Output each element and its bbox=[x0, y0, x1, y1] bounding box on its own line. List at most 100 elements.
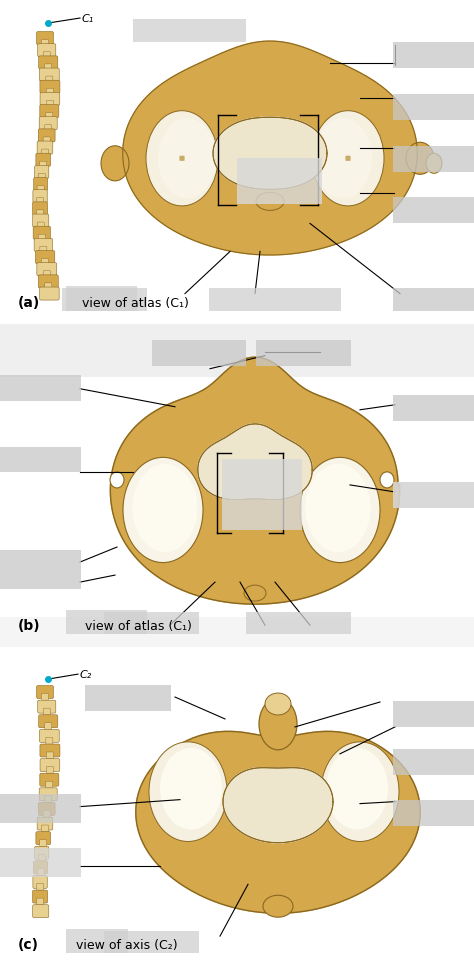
FancyBboxPatch shape bbox=[346, 156, 350, 160]
FancyBboxPatch shape bbox=[33, 189, 47, 203]
FancyBboxPatch shape bbox=[35, 165, 49, 179]
FancyBboxPatch shape bbox=[45, 796, 52, 803]
FancyBboxPatch shape bbox=[39, 117, 57, 129]
FancyBboxPatch shape bbox=[36, 686, 54, 698]
FancyBboxPatch shape bbox=[0, 446, 81, 472]
FancyBboxPatch shape bbox=[37, 868, 44, 876]
FancyBboxPatch shape bbox=[0, 794, 81, 822]
FancyBboxPatch shape bbox=[36, 898, 44, 905]
Ellipse shape bbox=[380, 471, 394, 488]
FancyBboxPatch shape bbox=[46, 88, 54, 96]
FancyBboxPatch shape bbox=[38, 803, 55, 815]
FancyBboxPatch shape bbox=[36, 250, 55, 264]
FancyBboxPatch shape bbox=[40, 839, 47, 846]
Polygon shape bbox=[110, 357, 400, 604]
Ellipse shape bbox=[244, 585, 266, 601]
FancyBboxPatch shape bbox=[43, 708, 50, 715]
FancyBboxPatch shape bbox=[393, 197, 474, 223]
FancyBboxPatch shape bbox=[66, 929, 128, 953]
FancyBboxPatch shape bbox=[34, 861, 48, 874]
Text: view of axis (C₂): view of axis (C₂) bbox=[72, 939, 178, 952]
FancyBboxPatch shape bbox=[40, 246, 47, 253]
Ellipse shape bbox=[149, 742, 227, 841]
FancyBboxPatch shape bbox=[256, 340, 351, 366]
FancyBboxPatch shape bbox=[39, 729, 59, 742]
FancyBboxPatch shape bbox=[393, 146, 474, 172]
FancyBboxPatch shape bbox=[43, 137, 50, 144]
Ellipse shape bbox=[321, 742, 399, 841]
Polygon shape bbox=[213, 117, 327, 189]
FancyBboxPatch shape bbox=[152, 340, 246, 366]
Bar bbox=[0, 617, 474, 647]
Polygon shape bbox=[198, 424, 312, 499]
Ellipse shape bbox=[133, 464, 198, 552]
Ellipse shape bbox=[101, 146, 129, 181]
FancyBboxPatch shape bbox=[36, 154, 51, 166]
FancyBboxPatch shape bbox=[66, 610, 147, 635]
FancyBboxPatch shape bbox=[104, 931, 199, 953]
FancyBboxPatch shape bbox=[45, 283, 52, 290]
FancyBboxPatch shape bbox=[37, 43, 56, 57]
FancyBboxPatch shape bbox=[34, 239, 53, 251]
Polygon shape bbox=[223, 768, 333, 842]
FancyBboxPatch shape bbox=[346, 156, 350, 160]
Text: C₁: C₁ bbox=[82, 14, 94, 24]
FancyBboxPatch shape bbox=[133, 19, 246, 43]
FancyBboxPatch shape bbox=[39, 788, 57, 801]
FancyBboxPatch shape bbox=[393, 800, 474, 826]
Ellipse shape bbox=[160, 748, 222, 830]
FancyBboxPatch shape bbox=[37, 817, 53, 830]
Text: view of atlas (C₁): view of atlas (C₁) bbox=[82, 297, 189, 309]
FancyBboxPatch shape bbox=[33, 875, 47, 889]
FancyBboxPatch shape bbox=[36, 32, 54, 44]
FancyBboxPatch shape bbox=[40, 773, 59, 786]
FancyBboxPatch shape bbox=[42, 694, 48, 700]
Text: view of atlas (C₁): view of atlas (C₁) bbox=[85, 620, 192, 633]
Polygon shape bbox=[223, 768, 333, 842]
FancyBboxPatch shape bbox=[37, 263, 57, 275]
FancyBboxPatch shape bbox=[45, 723, 52, 729]
FancyBboxPatch shape bbox=[35, 846, 49, 859]
FancyBboxPatch shape bbox=[37, 222, 44, 229]
FancyBboxPatch shape bbox=[393, 750, 474, 775]
Ellipse shape bbox=[300, 457, 380, 562]
FancyBboxPatch shape bbox=[46, 100, 54, 107]
FancyBboxPatch shape bbox=[41, 149, 48, 156]
FancyBboxPatch shape bbox=[393, 395, 474, 420]
FancyBboxPatch shape bbox=[40, 744, 60, 757]
FancyBboxPatch shape bbox=[42, 259, 48, 266]
Ellipse shape bbox=[146, 111, 218, 206]
Ellipse shape bbox=[406, 142, 434, 174]
FancyBboxPatch shape bbox=[45, 64, 52, 71]
FancyBboxPatch shape bbox=[38, 275, 58, 288]
FancyBboxPatch shape bbox=[37, 185, 44, 192]
FancyBboxPatch shape bbox=[180, 156, 184, 160]
FancyBboxPatch shape bbox=[46, 113, 53, 120]
Ellipse shape bbox=[312, 111, 384, 206]
FancyBboxPatch shape bbox=[33, 226, 51, 240]
FancyBboxPatch shape bbox=[237, 158, 322, 204]
FancyBboxPatch shape bbox=[46, 737, 53, 745]
FancyBboxPatch shape bbox=[38, 128, 55, 142]
Polygon shape bbox=[213, 117, 327, 189]
FancyBboxPatch shape bbox=[393, 94, 474, 120]
FancyBboxPatch shape bbox=[45, 125, 52, 131]
FancyBboxPatch shape bbox=[33, 890, 48, 903]
Ellipse shape bbox=[256, 192, 284, 211]
FancyBboxPatch shape bbox=[33, 202, 48, 214]
FancyBboxPatch shape bbox=[346, 156, 350, 160]
FancyBboxPatch shape bbox=[33, 905, 49, 918]
FancyBboxPatch shape bbox=[41, 825, 48, 832]
FancyBboxPatch shape bbox=[36, 198, 44, 205]
FancyBboxPatch shape bbox=[38, 234, 46, 242]
FancyBboxPatch shape bbox=[46, 752, 54, 759]
FancyBboxPatch shape bbox=[85, 686, 171, 711]
FancyBboxPatch shape bbox=[104, 611, 199, 635]
Text: (c): (c) bbox=[18, 938, 39, 952]
FancyBboxPatch shape bbox=[46, 767, 54, 774]
FancyBboxPatch shape bbox=[40, 93, 60, 105]
FancyBboxPatch shape bbox=[180, 156, 184, 160]
Ellipse shape bbox=[263, 895, 293, 917]
Polygon shape bbox=[198, 424, 312, 499]
FancyBboxPatch shape bbox=[40, 104, 59, 118]
